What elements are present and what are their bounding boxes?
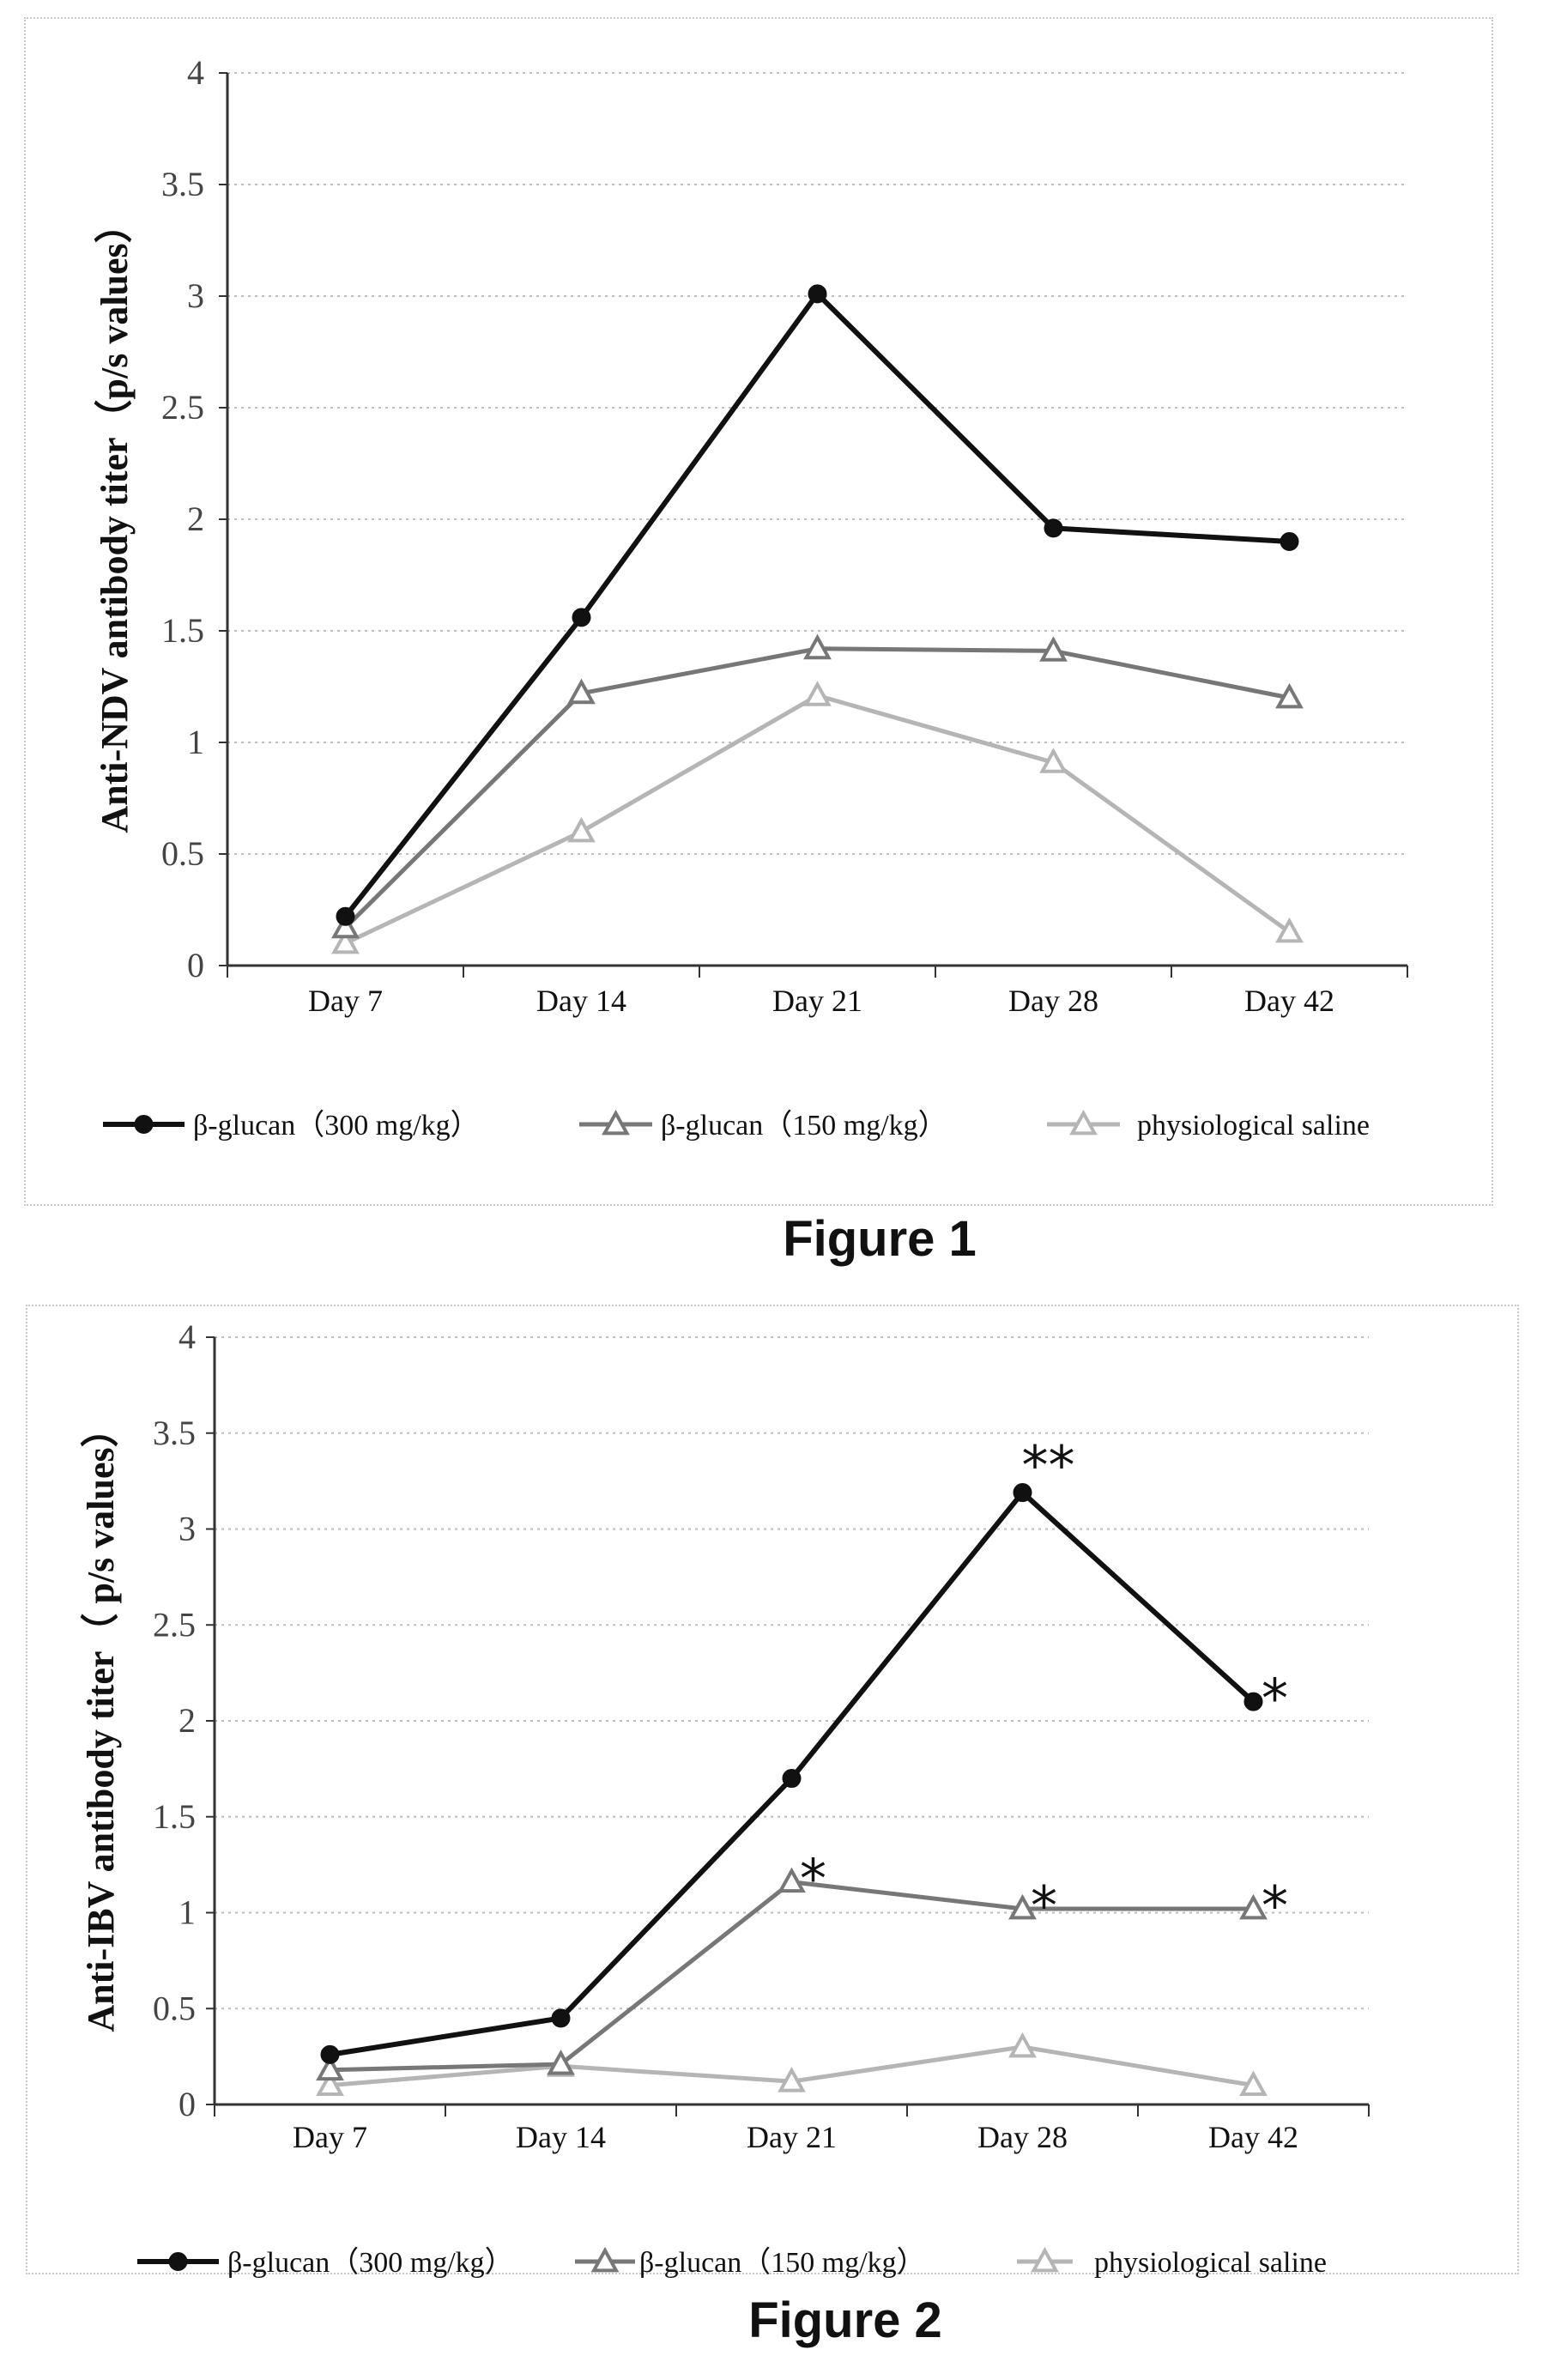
data-point [1239,1893,1268,1920]
data-point [1243,1692,1263,1711]
y-tick-label: 3 [187,276,204,315]
y-tick-label: 1 [187,723,204,761]
y-tick-label: 0.5 [161,834,204,873]
x-tick-label: Day 21 [772,984,862,1018]
x-tick-label: Day 21 [747,2120,837,2154]
significance-marker: * [1262,1668,1288,1730]
y-tick-label: 0 [178,2085,196,2123]
chart-1: 0 0.5 1 1.5 2 2.5 3 3.5 4 Day 7 Day 14 Day 21 Day 28… [94,53,1408,1142]
data-point [803,633,832,660]
data-point [1275,682,1304,709]
y-tick-label: 1 [178,1893,196,1932]
figure-2-panel [26,1305,1519,2274]
data-point [331,912,360,939]
figure-1-panel [24,17,1493,1206]
x-tick-label: Day 42 [1208,2120,1298,2154]
y-tick-label: 0 [187,946,204,984]
y-tick-label: 2 [187,500,204,538]
figure-1-caption: Figure 1 [783,1211,977,1267]
x-tick-label: Day 28 [1008,984,1098,1018]
series-line [344,693,1291,946]
series-line [343,291,1290,918]
y-tick-label: 2 [178,1701,196,1740]
data-point [1275,917,1304,943]
data-point [1008,1893,1037,1920]
legend-marker [602,1109,630,1135]
legend-label: β-glucan（150 mg/kg） [661,1109,947,1142]
significance-marker: * [1262,1874,1288,1937]
data-point [1039,636,1068,662]
data-point [1044,518,1063,538]
significance-marker: * [1031,1874,1057,1937]
significance-marker: ** [1022,1434,1075,1497]
data-point [551,2008,571,2028]
y-axis-label: Anti-NDV antibody titer（p/s values） [94,205,136,833]
data-point [336,906,355,926]
legend-marker [1069,1109,1098,1135]
data-point [808,284,827,304]
y-tick-label: 1.5 [161,611,204,650]
data-point [567,678,596,705]
y-tick-label: 3.5 [153,1414,196,1452]
legend-marker [168,2252,188,2271]
data-point [778,1867,806,1893]
y-tick-label: 0.5 [153,1989,196,2027]
x-tick-label: Day 14 [536,984,626,1018]
legend-marker [134,1115,154,1134]
y-tick-label: 3.5 [161,165,204,203]
data-point [1239,2070,1268,2097]
y-axis-label: Anti-IBV antibody titer（ p/s values） [80,1409,122,2032]
data-point [782,1769,802,1789]
x-tick-label: Day 42 [1244,984,1334,1018]
legend-marker [1031,2246,1059,2273]
legend-marker [590,2246,620,2273]
legend-label: β-glucan（150 mg/kg） [639,2246,926,2279]
y-tick-label: 1.5 [153,1797,196,1836]
x-tick-label: Day 7 [293,2120,367,2154]
chart-2: 0 0.5 1 1.5 2 2.5 3 3.5 4 Day 7 Day 14 Day 21 Day 28… [80,1317,1370,2279]
legend-label: β-glucan（300 mg/kg） [193,1109,480,1142]
y-tick-label: 4 [187,53,204,92]
significance-marker: * [800,1848,826,1911]
data-point [1013,1483,1032,1503]
data-point [803,681,832,706]
y-tick-label: 2.5 [153,1605,196,1644]
data-point [320,2044,340,2064]
legend-label: β-glucan（300 mg/kg） [227,2246,514,2279]
y-tick-label: 3 [178,1510,196,1548]
data-point [1008,2032,1037,2058]
data-point [331,928,360,954]
x-tick-label: Day 28 [977,2120,1068,2154]
figure-2-caption: Figure 2 [748,2292,942,2348]
data-point [778,2067,806,2092]
data-point [1039,748,1068,773]
data-point [547,2049,575,2075]
data-point [567,816,596,843]
data-point [572,608,591,627]
legend-label: physiological saline [1137,1110,1370,1142]
x-tick-label: Day 7 [308,984,383,1018]
data-point [316,2070,344,2097]
legend-label: physiological saline [1094,2247,1327,2279]
x-tick-label: Day 14 [516,2120,606,2154]
series-line [330,1880,1254,2073]
y-tick-label: 4 [178,1317,196,1356]
y-tick-label: 2.5 [161,388,204,427]
data-point [316,2055,344,2081]
data-point [1280,532,1299,551]
